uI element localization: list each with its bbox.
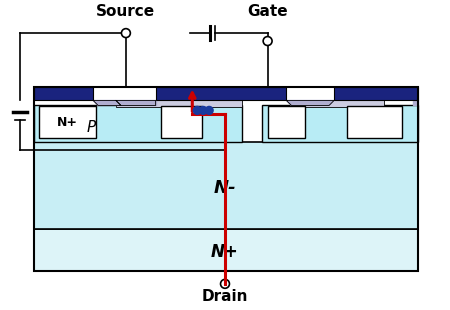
Polygon shape <box>116 100 156 105</box>
Text: Gate: Gate <box>248 4 288 19</box>
Circle shape <box>220 279 230 288</box>
Bar <box>347 106 402 138</box>
Circle shape <box>205 106 213 114</box>
Polygon shape <box>413 100 418 105</box>
Bar <box>34 105 242 142</box>
Circle shape <box>263 37 272 46</box>
Text: Source: Source <box>96 4 155 19</box>
Bar <box>294 100 383 108</box>
Polygon shape <box>93 100 121 105</box>
Bar <box>116 100 242 108</box>
Bar <box>39 106 96 138</box>
Polygon shape <box>287 100 334 105</box>
Bar <box>268 106 305 138</box>
Bar <box>34 86 418 271</box>
Text: Drain: Drain <box>202 289 248 304</box>
Circle shape <box>194 106 201 114</box>
Bar <box>34 142 418 229</box>
Circle shape <box>199 106 207 114</box>
Text: P: P <box>86 120 96 135</box>
Bar <box>334 86 418 100</box>
Bar <box>261 105 418 142</box>
Text: N-: N- <box>214 179 236 197</box>
Circle shape <box>122 29 130 38</box>
Bar <box>156 86 287 100</box>
Text: N+: N+ <box>57 116 78 129</box>
Bar <box>34 86 93 100</box>
Bar <box>161 106 202 138</box>
Bar <box>34 229 418 271</box>
Text: N+: N+ <box>211 243 239 261</box>
